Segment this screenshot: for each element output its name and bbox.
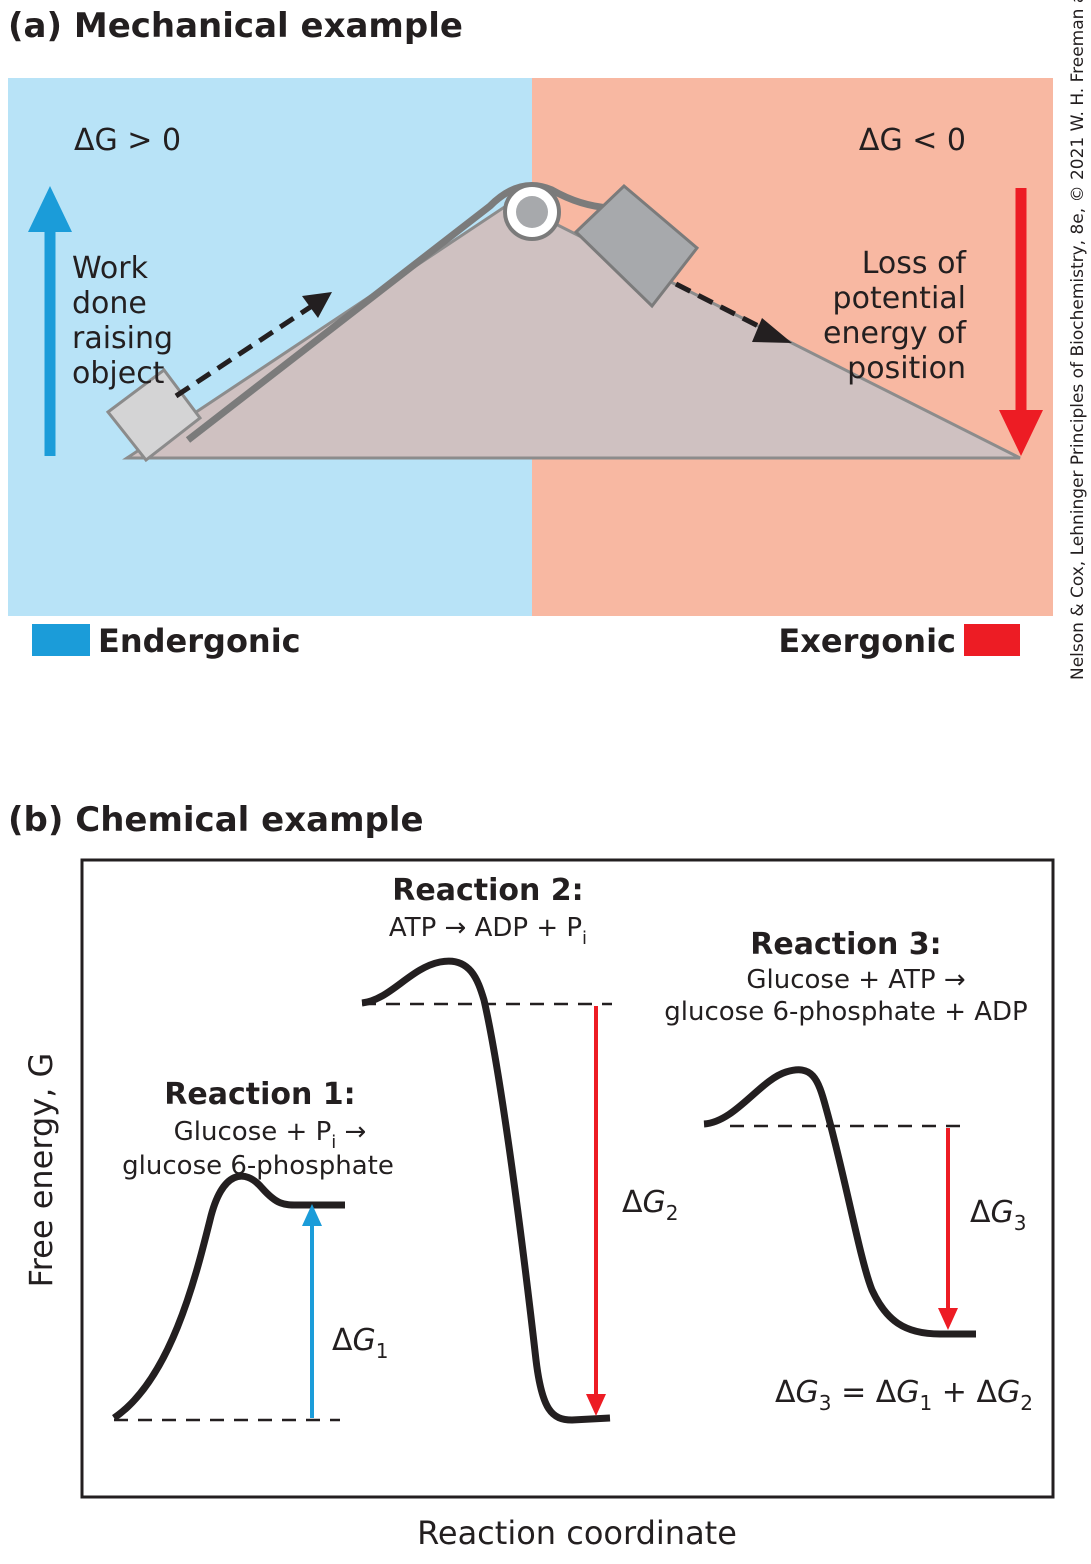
dg3-label: ΔG3 [970, 1195, 1027, 1235]
red-down-arrowhead [999, 410, 1043, 456]
chemical-diagram: Free energy, G Reaction coordinate ΔG1 R… [22, 858, 1055, 1552]
reaction1-title: Reaction 1: [164, 1077, 355, 1112]
dg3-arrowhead [938, 1308, 958, 1330]
plot-frame [80, 858, 1055, 1499]
pulley-hub [516, 196, 548, 228]
dg1-arrowhead [302, 1204, 322, 1226]
dg2-label: ΔG2 [622, 1185, 679, 1225]
up-motion-arrowhead [302, 292, 332, 318]
dg-positive-label: ΔG > 0 [74, 123, 181, 158]
exergonic-swatch [964, 624, 1020, 656]
down-motion-arrow [674, 281, 772, 335]
loss-label-line2: potential [833, 281, 966, 316]
reaction1-curve [112, 1172, 345, 1421]
endergonic-swatch [32, 624, 90, 656]
panel-a-title: (a) Mechanical example [8, 6, 463, 46]
reaction2-title: Reaction 2: [392, 873, 583, 908]
mechanical-diagram: ΔG > 0 ΔG < 0 Work done raising object L… [8, 78, 1053, 660]
reaction2-curve [361, 957, 611, 1424]
reaction3-line1: Glucose + ATP → [746, 965, 965, 995]
sum-equation: ΔG3 = ΔG1 + ΔG2 [775, 1375, 1033, 1415]
x-axis-label: Reaction coordinate [417, 1514, 737, 1552]
y-axis-label: Free energy, G [22, 1053, 60, 1288]
endergonic-label: Endergonic [98, 622, 301, 660]
dg2-arrowhead [586, 1394, 606, 1416]
reaction2-line1: ATP → ADP + Pi [389, 913, 587, 949]
blue-up-arrowhead [28, 186, 72, 232]
loss-label-line1: Loss of [862, 246, 968, 281]
reaction3-curve [703, 1066, 976, 1338]
loss-label-line3: energy of [823, 316, 967, 351]
right-block-shape [573, 183, 700, 309]
reaction3-title: Reaction 3: [750, 927, 941, 962]
reaction3-line2: glucose 6-phosphate + ADP [664, 997, 1027, 1027]
rope [185, 182, 611, 443]
work-label-line3: raising [72, 321, 173, 356]
work-label-line1: Work [72, 251, 149, 286]
reaction1-line2: glucose 6-phosphate [122, 1151, 394, 1181]
reaction1-line1: Glucose + Pi → [174, 1117, 367, 1153]
panel-b-title: (b) Chemical example [8, 800, 424, 840]
exergonic-label: Exergonic [778, 622, 956, 660]
loss-label-line4: position [847, 351, 966, 386]
up-motion-arrow [174, 299, 320, 399]
work-label-line4: object [72, 356, 165, 391]
dg1-label: ΔG1 [332, 1323, 389, 1363]
work-label-line2: done [72, 286, 147, 321]
dg-negative-label: ΔG < 0 [859, 123, 966, 158]
down-motion-arrowhead [752, 318, 792, 343]
